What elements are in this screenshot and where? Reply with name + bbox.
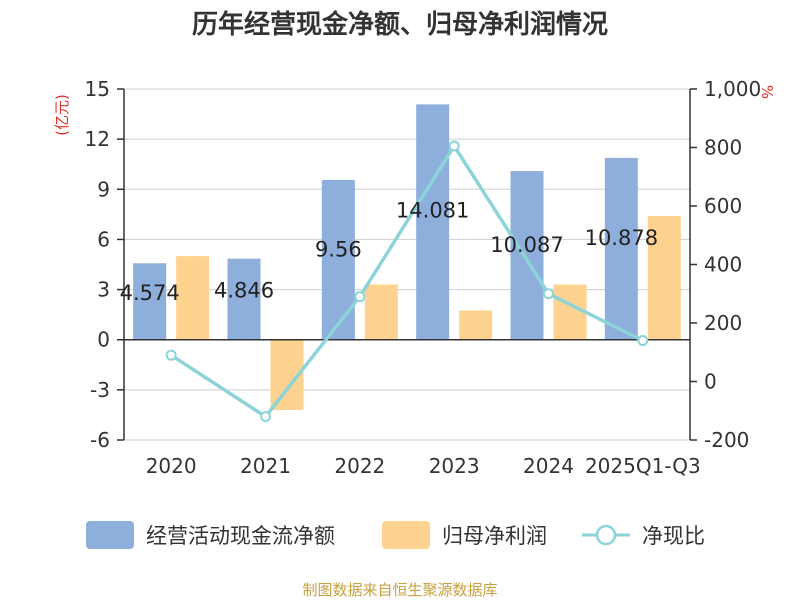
ratio-point-2021[interactable] [260, 411, 271, 423]
ratio-point-2023[interactable] [448, 140, 460, 152]
source-note: 制图数据来自恒生聚源数据库 [302, 581, 497, 599]
bar-cashflow-2023[interactable] [416, 104, 450, 340]
bar-profit-2022[interactable] [364, 284, 398, 340]
x-tick-label: 2022 [334, 454, 385, 478]
legend-label-ratio: 净现比 [642, 524, 705, 548]
x-tick-label: 2021 [240, 454, 291, 478]
bar-cashflow-2021[interactable] [227, 258, 261, 340]
right-tick-label: -200 [704, 428, 749, 452]
data-label: 9.56 [315, 238, 362, 262]
ratio-line [165, 140, 649, 423]
bar-cashflow-2025Q1-Q3[interactable] [604, 157, 638, 340]
bar-cashflow-2020[interactable] [133, 263, 167, 340]
bar-cashflow-2024[interactable] [510, 171, 544, 340]
bar-profit-2023[interactable] [459, 310, 493, 340]
x-tick-label: 2024 [523, 454, 574, 478]
right-tick-label: 600 [704, 194, 742, 218]
data-label: 14.081 [396, 198, 469, 222]
left-tick-label: 3 [97, 278, 110, 302]
legend-swatch-cashflow[interactable] [86, 521, 134, 549]
x-tick-label: 2025Q1-Q3 [585, 454, 701, 478]
x-tick-label: 2020 [146, 454, 197, 478]
right-tick-label: 0 [704, 370, 717, 394]
ratio-polyline [170, 142, 644, 419]
left-tick-label: 9 [97, 177, 110, 201]
left-tick-label: -6 [90, 428, 110, 452]
legend-label-cashflow: 经营活动现金流净额 [146, 524, 335, 548]
bars [133, 104, 681, 410]
bar-profit-2024[interactable] [553, 284, 587, 340]
right-tick-label: 200 [704, 311, 742, 335]
ratio-point-2024[interactable] [543, 288, 554, 300]
chart-title: 历年经营现金净额、归母净利润情况 [192, 9, 608, 40]
legend: 经营活动现金流净额 归母净利润 净现比 [86, 521, 705, 549]
ratio-point-2022[interactable] [354, 291, 366, 303]
data-labels: 4.574 4.846 9.56 14.081 10.087 10.878 [120, 198, 658, 305]
bar-profit-2020[interactable] [176, 256, 210, 340]
data-label: 10.878 [585, 226, 658, 250]
right-axis-unit: % [758, 85, 776, 99]
x-tick-label: 2023 [429, 454, 480, 478]
right-tick-label: 800 [704, 136, 742, 160]
right-tick-label: 1,000 [704, 77, 761, 101]
data-label: 4.846 [214, 279, 274, 303]
left-tick-label: 6 [97, 227, 110, 251]
left-tick-label: 12 [85, 127, 110, 151]
left-tick-label: 15 [85, 77, 110, 101]
ratio-point-2025Q1-Q3[interactable] [637, 335, 649, 347]
right-tick-label: 400 [704, 253, 742, 277]
left-tick-label: -3 [90, 378, 110, 402]
grid [124, 88, 690, 441]
legend-label-profit: 归母净利润 [442, 524, 547, 548]
left-tick-label: 0 [97, 328, 110, 352]
left-axis-unit: (亿元) [53, 94, 71, 136]
legend-swatch-profit[interactable] [382, 521, 430, 549]
axes: 15 12 9 6 3 0 -3 -6 1,000 800 600 400 200 0 -200 2020 20… [85, 77, 762, 478]
data-label: 10.087 [490, 233, 563, 257]
bar-cashflow-2022[interactable] [321, 179, 355, 340]
data-label: 4.574 [120, 281, 180, 305]
legend-swatch-ratio-marker [595, 524, 617, 546]
bar-profit-2025Q1-Q3[interactable] [647, 216, 681, 340]
ratio-point-2020[interactable] [165, 349, 177, 361]
